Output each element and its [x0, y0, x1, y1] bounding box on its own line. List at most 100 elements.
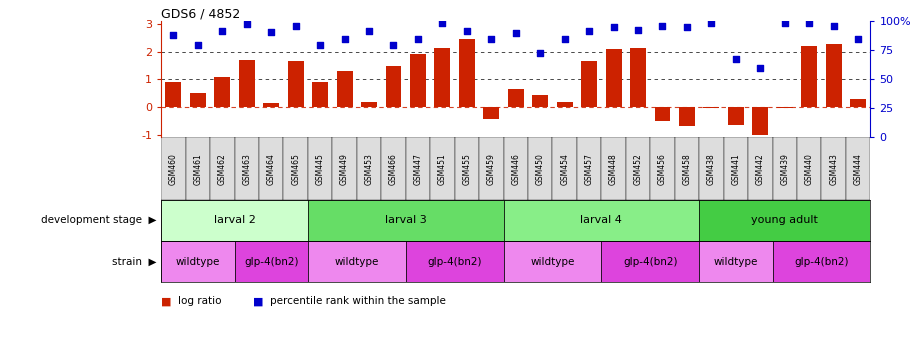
- Text: GSM449: GSM449: [340, 153, 349, 185]
- Text: ■: ■: [161, 296, 171, 306]
- Point: [753, 65, 768, 71]
- Bar: [699, 241, 773, 282]
- Text: GSM446: GSM446: [511, 153, 520, 185]
- Text: GSM457: GSM457: [585, 153, 594, 185]
- Bar: [435, 48, 450, 107]
- Bar: [410, 54, 426, 107]
- Text: GSM451: GSM451: [437, 153, 447, 185]
- Bar: [312, 82, 328, 107]
- Text: glp-4(bn2): glp-4(bn2): [427, 256, 482, 267]
- Point: [631, 27, 646, 32]
- Point: [411, 36, 426, 42]
- Bar: [581, 61, 597, 107]
- Point: [288, 23, 303, 29]
- Text: glp-4(bn2): glp-4(bn2): [794, 256, 848, 267]
- Text: GSM466: GSM466: [389, 153, 398, 185]
- Bar: [161, 137, 186, 200]
- Bar: [577, 137, 601, 200]
- Point: [191, 42, 205, 47]
- Text: GSM448: GSM448: [609, 153, 618, 185]
- Bar: [235, 137, 259, 200]
- Bar: [337, 71, 353, 107]
- Point: [460, 28, 474, 34]
- Bar: [161, 200, 308, 241]
- Point: [826, 23, 841, 29]
- Text: GSM443: GSM443: [829, 153, 838, 185]
- Text: strain  ▶: strain ▶: [112, 256, 157, 267]
- Point: [851, 36, 866, 42]
- Text: GSM444: GSM444: [854, 153, 863, 185]
- Text: ■: ■: [253, 296, 263, 306]
- Text: GSM453: GSM453: [365, 153, 374, 185]
- Bar: [332, 137, 356, 200]
- Bar: [263, 103, 279, 107]
- Point: [362, 28, 377, 34]
- Point: [215, 28, 229, 34]
- Text: GSM461: GSM461: [193, 153, 203, 185]
- Bar: [308, 200, 504, 241]
- Bar: [773, 137, 797, 200]
- Text: glp-4(bn2): glp-4(bn2): [623, 256, 678, 267]
- Bar: [553, 137, 577, 200]
- Text: GSM439: GSM439: [780, 153, 789, 185]
- Text: GSM465: GSM465: [291, 153, 300, 185]
- Text: glp-4(bn2): glp-4(bn2): [244, 256, 298, 267]
- Point: [582, 28, 597, 34]
- Bar: [161, 241, 235, 282]
- Text: GSM452: GSM452: [634, 153, 643, 185]
- Text: larval 2: larval 2: [214, 215, 255, 226]
- Bar: [479, 137, 504, 200]
- Text: GSM454: GSM454: [560, 153, 569, 185]
- Bar: [630, 48, 646, 107]
- Point: [166, 32, 181, 38]
- Bar: [406, 241, 504, 282]
- Bar: [406, 137, 430, 200]
- Text: GSM459: GSM459: [487, 153, 495, 185]
- Bar: [601, 241, 699, 282]
- Text: GSM455: GSM455: [462, 153, 472, 185]
- Text: wildtype: wildtype: [714, 256, 758, 267]
- Text: GSM450: GSM450: [536, 153, 544, 185]
- Bar: [675, 137, 699, 200]
- Bar: [484, 107, 499, 120]
- Point: [557, 36, 572, 42]
- Point: [729, 56, 743, 61]
- Text: GDS6 / 4852: GDS6 / 4852: [161, 7, 240, 20]
- Bar: [752, 107, 768, 135]
- Bar: [308, 241, 406, 282]
- Bar: [776, 107, 793, 109]
- Bar: [284, 137, 308, 200]
- Text: GSM462: GSM462: [217, 153, 227, 185]
- Point: [655, 23, 670, 29]
- Bar: [850, 99, 866, 107]
- Bar: [532, 95, 548, 107]
- Text: GSM440: GSM440: [805, 153, 814, 185]
- Bar: [655, 107, 670, 121]
- Bar: [728, 107, 744, 125]
- Bar: [845, 137, 870, 200]
- Bar: [797, 137, 822, 200]
- Text: GSM441: GSM441: [731, 153, 740, 185]
- Point: [802, 20, 817, 25]
- Bar: [210, 137, 235, 200]
- Bar: [356, 137, 381, 200]
- Bar: [504, 200, 699, 241]
- Bar: [606, 49, 622, 107]
- Text: GSM456: GSM456: [658, 153, 667, 185]
- Bar: [650, 137, 675, 200]
- Bar: [625, 137, 650, 200]
- Bar: [773, 241, 870, 282]
- Bar: [679, 107, 694, 126]
- Bar: [215, 77, 230, 107]
- Text: young adult: young adult: [752, 215, 818, 226]
- Text: larval 4: larval 4: [580, 215, 623, 226]
- Text: wildtype: wildtype: [530, 256, 575, 267]
- Point: [435, 20, 449, 25]
- Text: GSM442: GSM442: [756, 153, 764, 185]
- Point: [777, 20, 792, 25]
- Text: wildtype: wildtype: [176, 256, 220, 267]
- Bar: [601, 137, 625, 200]
- Text: GSM463: GSM463: [242, 153, 251, 185]
- Bar: [699, 200, 870, 241]
- Bar: [699, 137, 724, 200]
